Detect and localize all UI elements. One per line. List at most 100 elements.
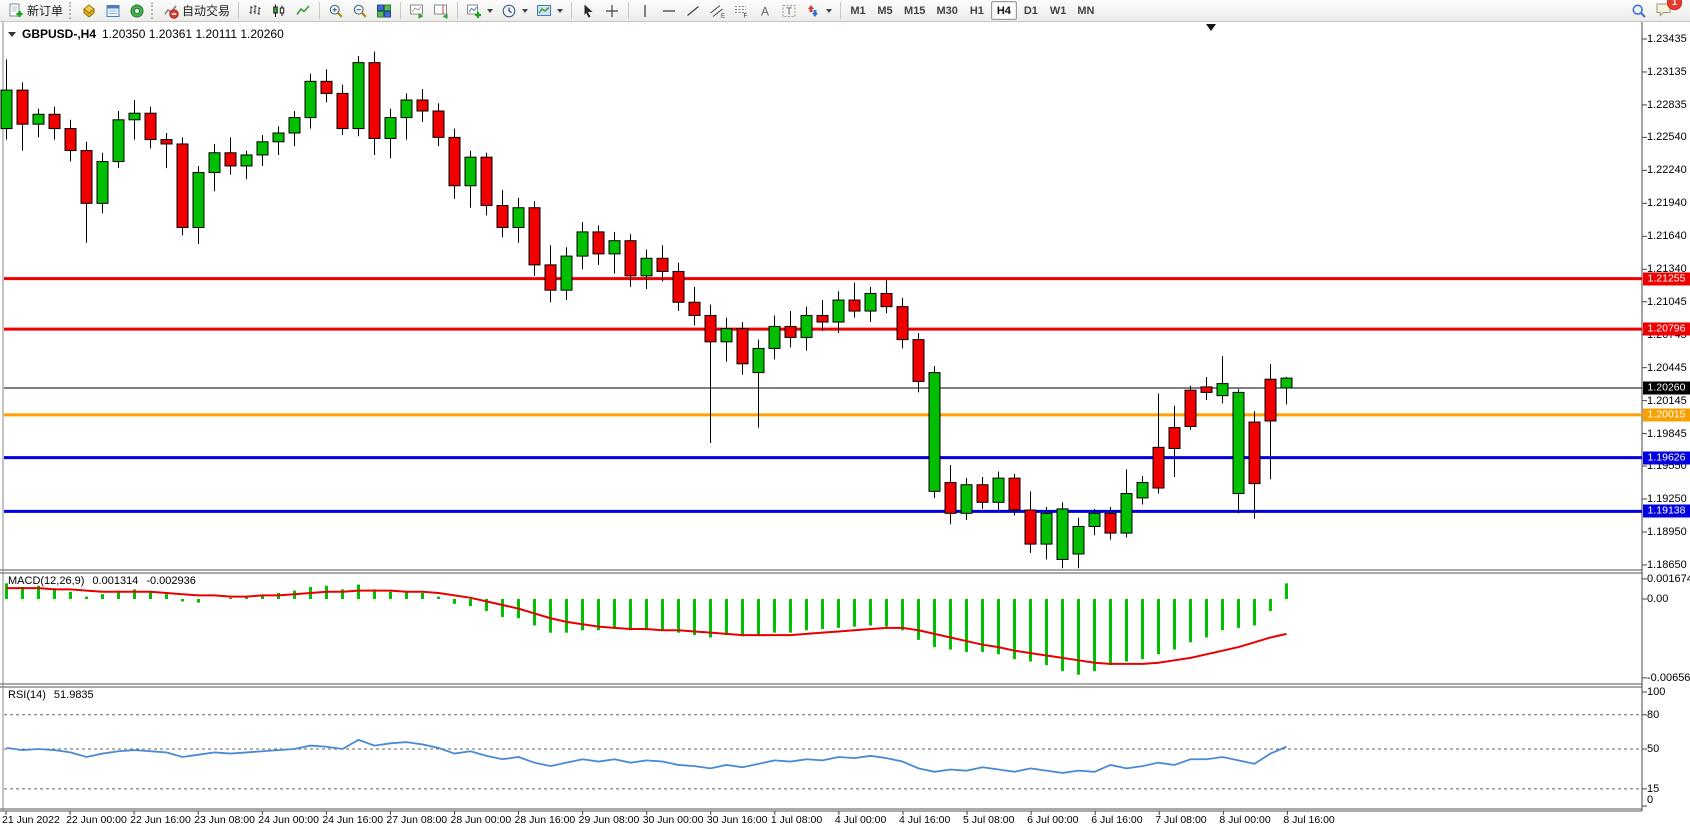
arrows-button[interactable]: [801, 1, 836, 21]
text-label-button[interactable]: T: [777, 1, 801, 21]
search-button[interactable]: [1627, 1, 1651, 21]
candle: [32, 113, 45, 125]
trendline-button[interactable]: [681, 1, 705, 21]
macd-axis-label: 0.001674: [1647, 572, 1690, 585]
date-axis-label: 28 Jun 00:00: [450, 814, 512, 826]
price-line-badge: 1.21255: [1643, 272, 1690, 286]
vertical-line-button[interactable]: [633, 1, 657, 21]
periods-button[interactable]: [497, 1, 532, 21]
candle: [752, 347, 765, 374]
date-axis-label: 24 Jun 16:00: [322, 814, 384, 826]
price-tick-label: 1.21045: [1647, 295, 1687, 308]
rsi-panel[interactable]: [4, 687, 1642, 809]
candle: [1040, 512, 1053, 545]
cursor-button[interactable]: [576, 1, 600, 21]
new-chart-icon: [467, 4, 482, 18]
horizontal-line-icon: [663, 9, 676, 12]
date-axis-label: 4 Jul 16:00: [898, 814, 951, 826]
price-tick-label: 1.22835: [1647, 98, 1687, 111]
chart-candles-button[interactable]: [267, 1, 291, 21]
data-window-button[interactable]: [101, 1, 125, 21]
candle: [1088, 512, 1101, 527]
main-chart-panel[interactable]: [4, 22, 1642, 570]
timeframe-button-m1[interactable]: M1: [845, 1, 871, 20]
candle: [1056, 508, 1069, 560]
symbol-period-label: GBPUSD-,H4: [22, 27, 97, 41]
zoom-in-icon: [329, 4, 343, 18]
tile-windows-button[interactable]: [372, 1, 396, 21]
date-axis-label: 21 Jun 2022: [2, 814, 60, 826]
new-chart-button[interactable]: [462, 1, 497, 21]
candle: [608, 240, 621, 255]
chart-title: GBPUSD-,H4 1.20350 1.20361 1.20111 1.202…: [8, 27, 284, 41]
timeframe-button-mn[interactable]: MN: [1072, 1, 1099, 20]
dropdown-caret-icon: [826, 8, 833, 13]
candle: [848, 299, 861, 312]
price-tick-label: 1.20145: [1647, 394, 1687, 407]
candle: [976, 484, 989, 503]
horizontal-line-button[interactable]: [657, 1, 681, 21]
timeframe-button-m30[interactable]: M30: [931, 1, 962, 20]
arrows-icon: [808, 4, 819, 17]
macd-signal-value: -0.002936: [146, 575, 196, 587]
toolbar-grip: [151, 2, 157, 19]
candle: [736, 328, 749, 365]
clock-icon: [502, 4, 516, 17]
candle: [880, 292, 893, 308]
templates-button[interactable]: [532, 1, 567, 21]
chart-bars-button[interactable]: [243, 1, 267, 21]
candle: [480, 156, 493, 207]
candle: [1008, 477, 1021, 511]
date-axis-label: 30 Jun 00:00: [642, 814, 704, 826]
candle: [656, 257, 669, 272]
macd-panel[interactable]: [4, 573, 1642, 684]
chart-area: GBPUSD-,H4 1.20350 1.20361 1.20111 1.202…: [0, 22, 1690, 831]
candle: [240, 154, 253, 167]
fibonacci-button[interactable]: F: [729, 1, 753, 21]
zoom-out-button[interactable]: [348, 1, 372, 21]
timeframe-toolbar: M1 M5 M15 M30 H1 H4 D1 W1 MN: [845, 1, 1099, 20]
symbol-collapse-icon[interactable]: [8, 31, 16, 37]
date-axis-label: 22 Jun 16:00: [130, 814, 191, 826]
candle: [576, 231, 589, 257]
equidistant-channel-button[interactable]: E: [705, 1, 729, 21]
timeframe-button-m15[interactable]: M15: [899, 1, 930, 20]
rsi-axis-label: 80: [1647, 708, 1660, 721]
timeframe-button-h1[interactable]: H1: [964, 1, 990, 20]
price-tick-label: 1.18950: [1647, 525, 1687, 538]
candle: [528, 207, 541, 266]
candle: [624, 240, 637, 277]
timeframe-button-m5[interactable]: M5: [872, 1, 898, 20]
new-order-button[interactable]: 新订单: [4, 1, 67, 21]
candle: [800, 314, 813, 338]
equidistant-channel-icon: E: [710, 4, 725, 19]
price-line-badge: 1.20015: [1643, 408, 1690, 422]
candle: [1104, 512, 1117, 534]
chart-shift-marker[interactable]: [1206, 24, 1216, 31]
candle: [1264, 378, 1277, 422]
candle: [208, 152, 221, 174]
auto-scroll-button[interactable]: [405, 1, 429, 21]
navigator-icon: [130, 4, 144, 17]
autotrading-button[interactable]: 自动交易: [159, 1, 234, 21]
chart-canvas[interactable]: [0, 22, 1690, 831]
zoom-in-button[interactable]: [324, 1, 348, 21]
navigator-button[interactable]: [125, 1, 149, 21]
candle: [496, 205, 509, 229]
timeframe-button-d1[interactable]: D1: [1018, 1, 1044, 20]
dropdown-caret-icon: [487, 8, 494, 13]
candle: [816, 314, 829, 323]
timeframe-button-h4[interactable]: H4: [990, 1, 1017, 20]
candle: [704, 314, 717, 343]
chart-line-button[interactable]: [291, 1, 315, 21]
chart-shift-button[interactable]: [429, 1, 453, 21]
timeframe-button-w1[interactable]: W1: [1045, 1, 1072, 20]
dropdown-caret-icon: [522, 8, 529, 13]
candle: [1136, 482, 1149, 499]
candle: [928, 372, 941, 492]
market-watch-button[interactable]: [77, 1, 101, 21]
candle: [1152, 446, 1165, 489]
crosshair-button[interactable]: [600, 1, 624, 21]
text-button[interactable]: A: [753, 1, 777, 21]
svg-text:A: A: [761, 4, 769, 18]
